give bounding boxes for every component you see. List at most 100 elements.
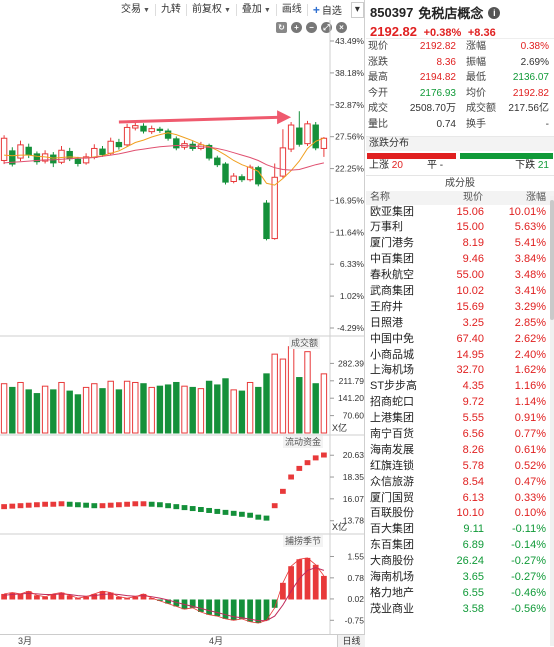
constituent-row[interactable]: 大商股份 26.24 -0.27%	[366, 554, 554, 570]
flow-bar-up	[58, 501, 65, 507]
stock-price: 6.13	[462, 491, 484, 504]
constituent-row[interactable]: 中百集团 9.46 3.84%	[366, 252, 554, 268]
constituent-row[interactable]: 上海机场 32.70 1.62%	[366, 363, 554, 379]
stock-price: 3.58	[462, 602, 484, 615]
column-change[interactable]: 涨幅	[526, 191, 546, 203]
scrollbar-thumb[interactable]	[550, 200, 554, 320]
constituent-row[interactable]: 格力地产 6.55 -0.46%	[366, 586, 554, 602]
constituent-row[interactable]: 招商蛇口 9.72 1.14%	[366, 395, 554, 411]
constituent-row[interactable]: 万事利 15.00 5.63%	[366, 220, 554, 236]
candle-down	[140, 125, 147, 132]
stock-name: 红旗连锁	[370, 459, 414, 472]
quote-stats: 现价 2192.82 涨幅 0.38% 涨跌 8.36 振幅 2.69% 最高 2194.82 最低…	[366, 38, 554, 133]
volume-bar	[17, 381, 24, 434]
candle-up	[279, 147, 287, 177]
volume-bar	[82, 386, 90, 434]
constituent-row[interactable]: 日照港 3.25 2.85%	[366, 316, 554, 332]
flow-bar-up	[17, 503, 24, 509]
constituent-row[interactable]: 欧亚集团 15.06 10.01%	[366, 205, 554, 221]
zoom-out-icon[interactable]: −	[306, 22, 317, 33]
flow-bar-up	[288, 474, 294, 480]
constituent-row[interactable]: 中国中免 67.40 2.62%	[366, 332, 554, 348]
chevron-down-icon: ▼	[223, 7, 231, 14]
timing-bar-up	[83, 596, 89, 600]
candle-down	[115, 141, 123, 148]
chart-area[interactable]: 交易 ▼ 九转 前复权 ▼ 叠加 ▼ 画线 + 自选 ▾ ↻ + − ⤢ ×	[0, 0, 365, 647]
timing-bar-up	[1, 593, 7, 600]
nine-turn-button[interactable]: 九转	[156, 0, 186, 20]
info-icon[interactable]: i	[488, 6, 501, 19]
period-selector[interactable]: 日线	[337, 635, 365, 647]
constituent-row[interactable]: 海南机场 3.65 -0.27%	[366, 570, 554, 586]
stock-name: 中百集团	[370, 253, 414, 266]
volume-tick-label: 211.79	[339, 376, 365, 386]
adjust-menu[interactable]: 前复权 ▼	[187, 0, 236, 20]
stat-label: 均价	[466, 87, 486, 99]
stock-price: 32.70	[456, 364, 484, 377]
constituent-row[interactable]: 茂业商业 3.58 -0.56%	[366, 602, 554, 618]
stock-price: 6.56	[462, 428, 484, 441]
timing-bar-down	[230, 599, 237, 621]
stat-label: 成交额	[466, 103, 496, 115]
stock-price: 15.00	[456, 221, 484, 234]
constituent-row[interactable]: 南宁百货 6.56 0.77%	[366, 427, 554, 443]
flow-bar-up	[124, 501, 130, 507]
more-menu-button[interactable]: ▾	[350, 2, 364, 18]
price-tick-label: 16.95%	[335, 195, 364, 205]
candle-up	[132, 125, 139, 129]
zoom-in-icon[interactable]: +	[291, 22, 302, 33]
divider	[154, 4, 156, 16]
constituent-row[interactable]: 百大集团 9.11 -0.11%	[366, 522, 554, 538]
constituent-row[interactable]: 厦门国贸 6.13 0.33%	[366, 491, 554, 507]
candle-up	[287, 124, 295, 150]
column-name[interactable]: 名称	[370, 191, 390, 203]
constituent-row[interactable]: 武商集团 10.02 3.41%	[366, 284, 554, 300]
volume-bar	[50, 389, 57, 434]
flow-bar-up	[304, 460, 311, 466]
fullscreen-icon[interactable]: ⤢	[321, 22, 332, 33]
volume-bar	[58, 381, 65, 434]
stock-name: 格力地产	[370, 586, 414, 599]
constituent-row[interactable]: 厦门港务 8.19 5.41%	[366, 236, 554, 252]
constituent-row[interactable]: ST步步高 4.35 1.16%	[366, 379, 554, 395]
scrollbar[interactable]	[550, 196, 554, 646]
constituent-row[interactable]: 上港集团 5.55 0.91%	[366, 411, 554, 427]
stat-value: 2.69%	[520, 56, 549, 68]
timing-bar-down	[247, 599, 253, 622]
constituent-row[interactable]: 众信旅游 8.54 0.47%	[366, 475, 554, 491]
constituent-row[interactable]: 百联股份 10.10 0.10%	[366, 506, 554, 522]
overlay-menu[interactable]: 叠加 ▼	[237, 0, 276, 20]
stock-price: 6.89	[462, 539, 484, 552]
constituent-row[interactable]: 王府井 15.69 3.29%	[366, 300, 554, 316]
ma-fast-line	[4, 132, 325, 186]
constituent-row[interactable]: 红旗连锁 5.78 0.52%	[366, 459, 554, 475]
constituent-row[interactable]: 东百集团 6.89 -0.14%	[366, 538, 554, 554]
trade-menu[interactable]: 交易 ▼	[116, 0, 155, 20]
stat-label: 涨跌	[368, 56, 388, 68]
constituent-row[interactable]: 海南发展 8.26 0.61%	[366, 443, 554, 459]
constituent-row[interactable]: 小商品城 14.95 2.40%	[366, 348, 554, 364]
constituent-row[interactable]: 春秋航空 55.00 3.48%	[366, 268, 554, 284]
stat-row: 成交量 2508.70万 成交额 217.56亿	[366, 101, 554, 130]
divider	[306, 4, 308, 16]
timing-bar-down	[255, 599, 262, 624]
draw-line-button[interactable]: 画线	[277, 0, 307, 20]
flow-bar-up	[116, 502, 122, 508]
refresh-icon[interactable]: ↻	[276, 22, 287, 33]
candle-down	[66, 150, 73, 160]
index-price-line: 2192.82 +0.38% +8.36	[370, 24, 554, 39]
index-change: +8.36	[467, 27, 496, 39]
column-price[interactable]: 现价	[463, 191, 483, 203]
close-icon[interactable]: ×	[336, 22, 347, 33]
stat-label: 振幅	[466, 56, 486, 68]
volume-bar	[91, 383, 98, 434]
quote-panel: 850397 免税店概念 i 2192.82 +0.38% +8.36 现价 21…	[366, 0, 554, 647]
volume-bar	[205, 380, 213, 434]
add-watchlist-button[interactable]: + 自选	[308, 0, 347, 20]
index-title: 850397 免税店概念 i	[370, 3, 554, 22]
stat-label: 涨幅	[466, 41, 486, 52]
timing-bar-up	[42, 596, 48, 600]
kline-chart[interactable]: 43.49% 38.18% 32.87% 27.56% 22.25% 16.95% 11.6…	[0, 0, 365, 647]
timing-line	[4, 557, 325, 624]
stock-price: 3.65	[462, 571, 484, 584]
